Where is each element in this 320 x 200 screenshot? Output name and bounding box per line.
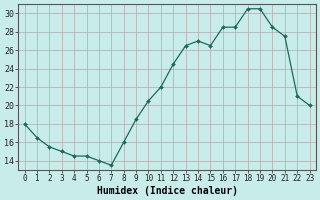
X-axis label: Humidex (Indice chaleur): Humidex (Indice chaleur) xyxy=(97,186,237,196)
